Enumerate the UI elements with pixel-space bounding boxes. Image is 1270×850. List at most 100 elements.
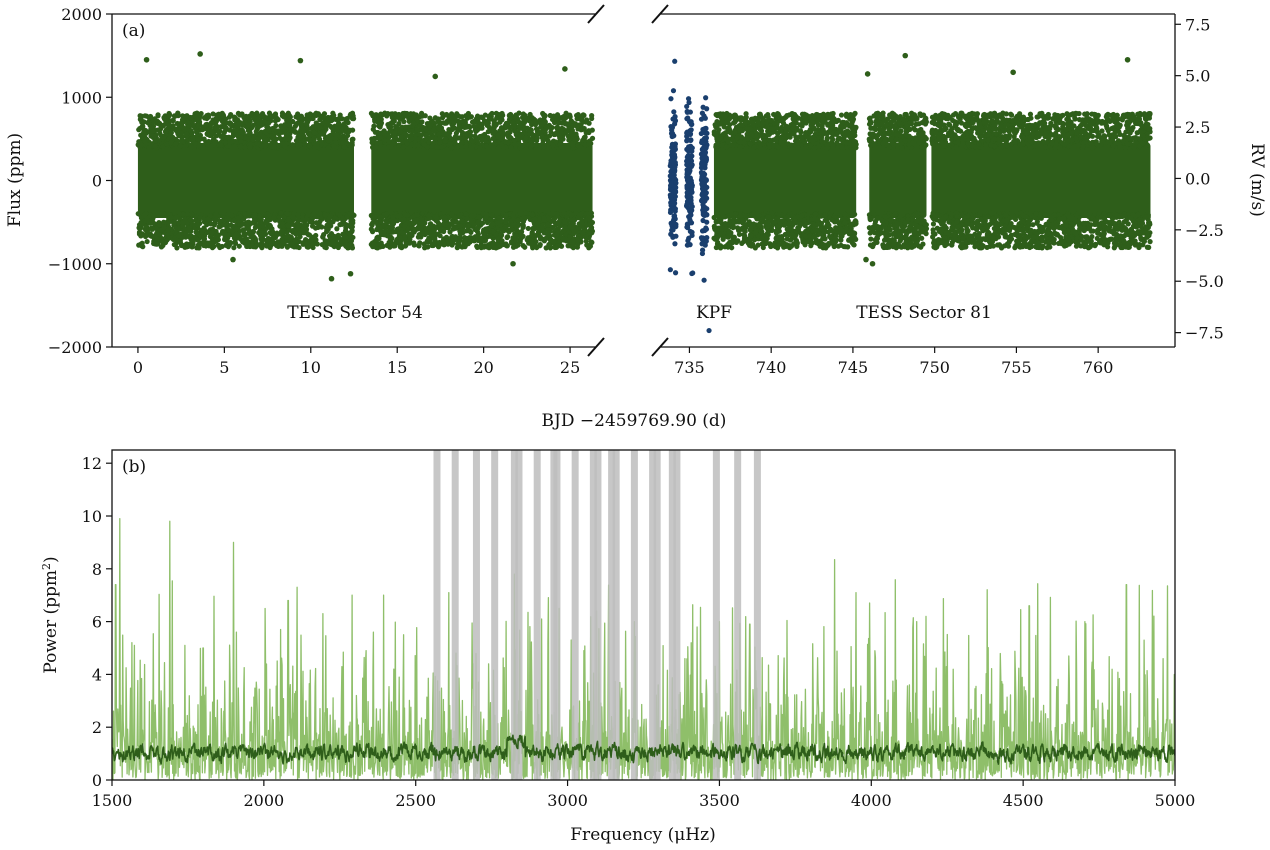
tess-point xyxy=(520,224,526,230)
tess-point xyxy=(469,119,476,125)
tess-point xyxy=(445,237,451,243)
tess-point xyxy=(297,142,303,148)
tess-point xyxy=(787,237,793,243)
tess-point xyxy=(219,118,226,125)
tess-point xyxy=(586,222,592,228)
tess-point xyxy=(368,110,375,116)
tess-point xyxy=(443,111,450,118)
tess-point xyxy=(186,227,192,234)
tess-point xyxy=(423,132,429,138)
tess-point xyxy=(415,142,421,148)
tess-point xyxy=(397,129,404,135)
tess-point xyxy=(225,216,232,223)
tess-point xyxy=(390,214,396,220)
tess-point xyxy=(286,217,292,224)
tess-point xyxy=(483,215,489,221)
tess-point xyxy=(414,127,420,133)
tess-core-band xyxy=(371,143,593,218)
tess-point xyxy=(272,118,278,124)
tess-point xyxy=(213,213,220,219)
tess-point xyxy=(418,132,424,138)
tess-point xyxy=(775,215,781,221)
tess-point xyxy=(168,139,174,146)
tess-point xyxy=(504,234,510,241)
tess-point xyxy=(812,228,818,234)
tess-point xyxy=(323,123,329,129)
tess-point xyxy=(722,244,728,250)
tess-point xyxy=(459,244,465,250)
tess-outlier-point xyxy=(230,256,236,263)
tess-point xyxy=(226,134,232,140)
tess-point xyxy=(584,117,590,123)
tess-point xyxy=(317,210,323,216)
tess-point xyxy=(589,230,595,236)
tess-outlier-point xyxy=(562,66,568,72)
tess-point xyxy=(339,238,345,244)
tess-point xyxy=(435,220,442,227)
tess-point xyxy=(798,129,804,135)
tess-point xyxy=(474,137,480,143)
tess-point xyxy=(498,136,504,142)
tess-point xyxy=(386,124,392,130)
tess-point xyxy=(226,242,233,248)
tess-point xyxy=(422,113,428,119)
tess-point xyxy=(206,114,212,120)
tess-point xyxy=(505,130,511,136)
tess-point xyxy=(176,132,182,139)
tess-point xyxy=(555,120,561,126)
tess-point xyxy=(165,231,172,238)
tess-point xyxy=(307,137,313,143)
tess-point xyxy=(490,135,496,142)
tess-point xyxy=(330,219,336,225)
tess-point xyxy=(575,112,581,118)
tess-point xyxy=(334,127,340,133)
tess-point xyxy=(328,115,334,122)
tess-point xyxy=(254,136,261,142)
tess-point xyxy=(396,121,402,127)
tess-point xyxy=(284,229,290,235)
tess-point xyxy=(232,239,238,245)
tess-point xyxy=(568,118,574,124)
tess-point xyxy=(418,225,424,231)
tess-point xyxy=(419,119,425,125)
tess-point xyxy=(482,243,488,249)
tess-point xyxy=(519,216,525,222)
tess-point xyxy=(771,111,777,118)
tess-point xyxy=(483,226,489,232)
tess-point xyxy=(287,234,293,241)
tess-point xyxy=(369,221,375,228)
tess-point xyxy=(451,140,457,146)
tess-point xyxy=(838,234,844,240)
tess-point xyxy=(575,241,581,247)
tess-point xyxy=(545,221,551,228)
tess-point xyxy=(826,113,832,120)
tess-point xyxy=(160,144,166,150)
tess-point xyxy=(489,243,496,249)
tess-point xyxy=(383,217,389,223)
tess-point xyxy=(801,239,807,246)
tess-point xyxy=(208,143,214,149)
tess-point xyxy=(201,236,208,242)
tess-point xyxy=(557,141,563,148)
tess-point xyxy=(297,135,303,141)
tess-point xyxy=(852,230,858,236)
tess-point xyxy=(252,224,258,231)
tess-point xyxy=(784,214,791,220)
tess-point xyxy=(541,216,548,223)
tess-point xyxy=(580,119,586,125)
tess-point xyxy=(523,210,529,216)
tess-point xyxy=(328,134,334,141)
tess-point xyxy=(402,124,409,130)
tess-point xyxy=(150,128,156,134)
tess-point xyxy=(512,113,518,119)
tess-point xyxy=(336,121,342,127)
tess-point xyxy=(316,133,322,139)
tess-point xyxy=(201,115,208,121)
tess-point xyxy=(347,211,353,217)
tess-point xyxy=(511,137,517,144)
tess-point xyxy=(252,217,258,223)
tess-point xyxy=(189,211,195,217)
tess-point xyxy=(237,143,244,150)
tess-point xyxy=(752,245,758,251)
tess-point xyxy=(295,111,301,117)
